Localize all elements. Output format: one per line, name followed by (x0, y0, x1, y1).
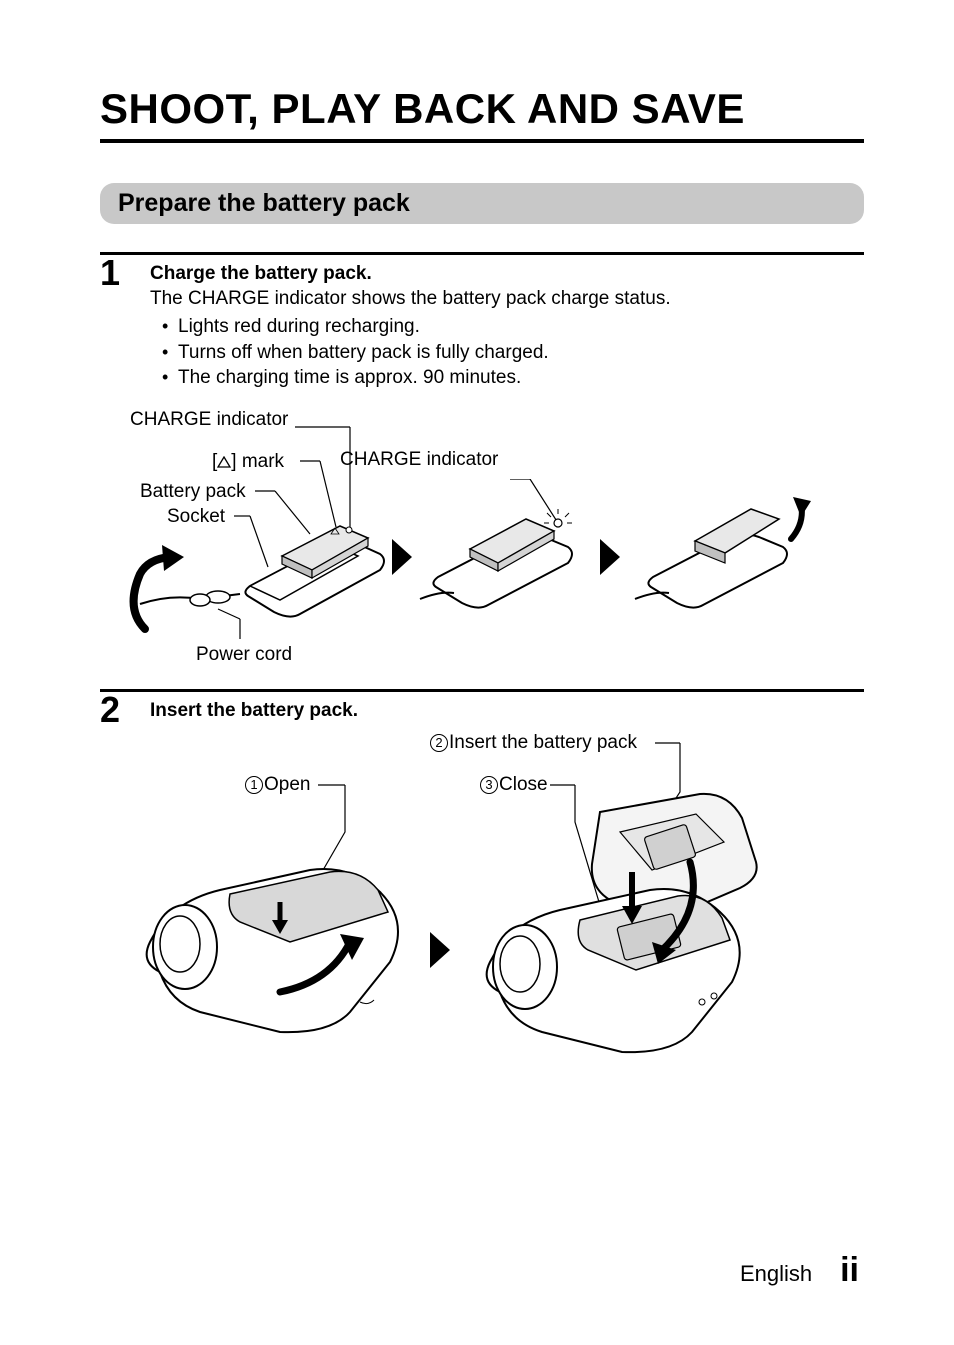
sequence-arrow-icon (392, 539, 412, 575)
camera-illustration-1 (130, 842, 420, 1062)
charger-illustration-2 (410, 479, 600, 629)
step-2-heading: Insert the battery pack. (150, 700, 864, 722)
step-2: 2 Insert the battery pack. 2Insert the b… (100, 689, 864, 1072)
charger-illustration-1 (100, 419, 400, 649)
page-title: SHOOT, PLAY BACK AND SAVE (100, 85, 864, 143)
sequence-arrow-icon (600, 539, 620, 575)
camera-illustration-2 (460, 792, 790, 1072)
list-item: Lights red during recharging. (162, 314, 864, 340)
charger-diagram: CHARGE indicator [] mark Battery pack So… (100, 409, 860, 669)
section-title: Prepare the battery pack (118, 189, 410, 218)
charger-illustration-3 (625, 479, 825, 629)
camera-diagram: 2Insert the battery pack 1Open 3Close (100, 732, 860, 1072)
step-1-number: 1 (100, 255, 120, 291)
footer-page-number: ii (840, 1251, 859, 1290)
list-item: Turns off when battery pack is fully cha… (162, 340, 864, 366)
step-1-description: The CHARGE indicator shows the battery p… (150, 288, 864, 310)
step-1-heading: Charge the battery pack. (150, 263, 864, 285)
section-header: Prepare the battery pack (100, 183, 864, 224)
step-2-number: 2 (100, 692, 120, 728)
footer-language: English (740, 1261, 812, 1287)
page-footer: English ii (740, 1251, 859, 1290)
step-1-bullets: Lights red during recharging. Turns off … (150, 314, 864, 391)
sequence-arrow-icon (430, 932, 450, 968)
step-1: 1 Charge the battery pack. The CHARGE in… (100, 252, 864, 669)
list-item: The charging time is approx. 90 minutes. (162, 365, 864, 391)
